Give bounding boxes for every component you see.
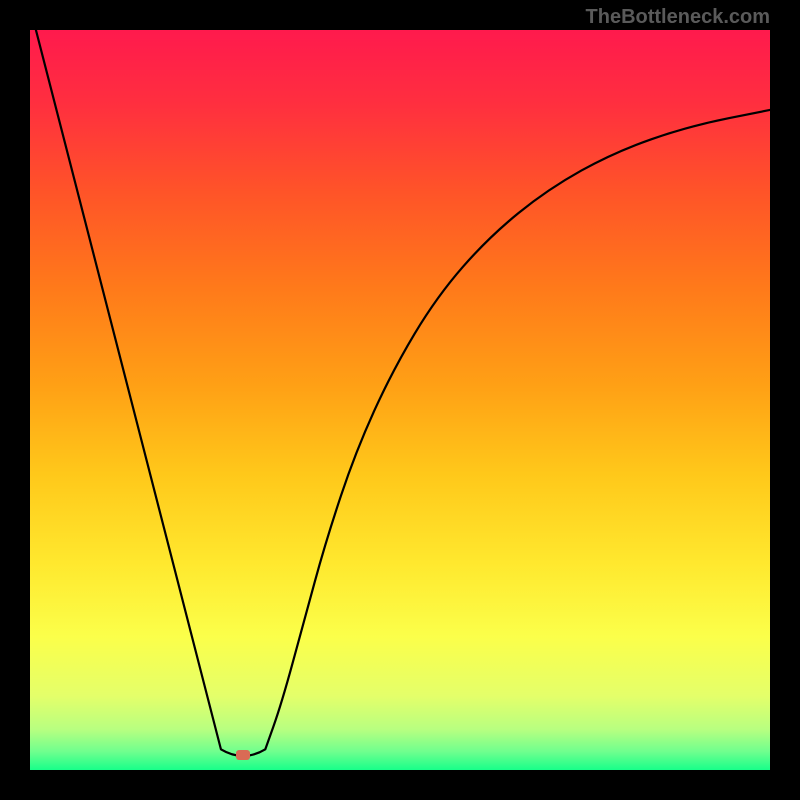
chart-container: TheBottleneck.com bbox=[0, 0, 800, 800]
watermark-text: TheBottleneck.com bbox=[586, 6, 770, 29]
curve-path bbox=[36, 30, 770, 756]
plot-area bbox=[30, 30, 770, 770]
bottleneck-marker bbox=[236, 750, 250, 760]
bottleneck-curve bbox=[30, 30, 770, 770]
